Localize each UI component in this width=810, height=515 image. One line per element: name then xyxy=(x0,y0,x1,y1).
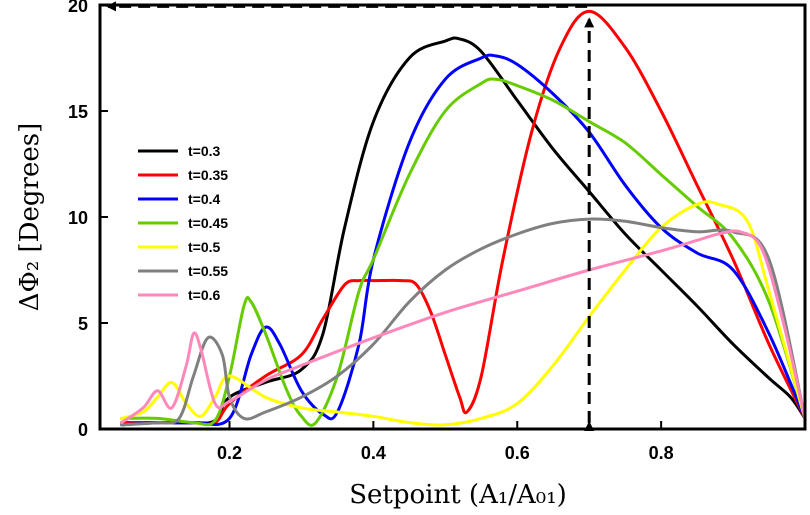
y-tick-label: 10 xyxy=(68,208,88,228)
legend-label-t=0.45: t=0.45 xyxy=(188,215,228,231)
series-line-t=0.35 xyxy=(120,9,807,426)
x-tick-label: 0.4 xyxy=(361,443,386,463)
x-axis-label: Setpoint (A₁/A₀₁) xyxy=(349,480,567,510)
legend-label-t=0.55: t=0.55 xyxy=(188,263,228,279)
y-tick-label: 15 xyxy=(68,102,88,122)
series-line-t=0.6 xyxy=(120,229,807,425)
x-tick-label: 0.8 xyxy=(649,443,674,463)
y-tick-label: 20 xyxy=(68,0,88,16)
legend-label-t=0.35: t=0.35 xyxy=(188,167,228,183)
series-line-t=0.55 xyxy=(120,217,807,427)
legend-label-t=0.3: t=0.3 xyxy=(188,143,221,159)
legend-label-t=0.5: t=0.5 xyxy=(188,239,221,255)
legend-label-t=0.6: t=0.6 xyxy=(188,287,221,303)
y-axis-label: ΔΦ₂ [Degrees] xyxy=(15,123,45,312)
x-tick-label: 0.6 xyxy=(505,443,530,463)
series-line-t=0.45 xyxy=(120,77,807,427)
legend-label-t=0.4: t=0.4 xyxy=(188,191,221,207)
y-tick-label: 5 xyxy=(78,314,88,334)
y-tick-label: 0 xyxy=(78,420,88,440)
x-tick-label: 0.2 xyxy=(217,443,242,463)
